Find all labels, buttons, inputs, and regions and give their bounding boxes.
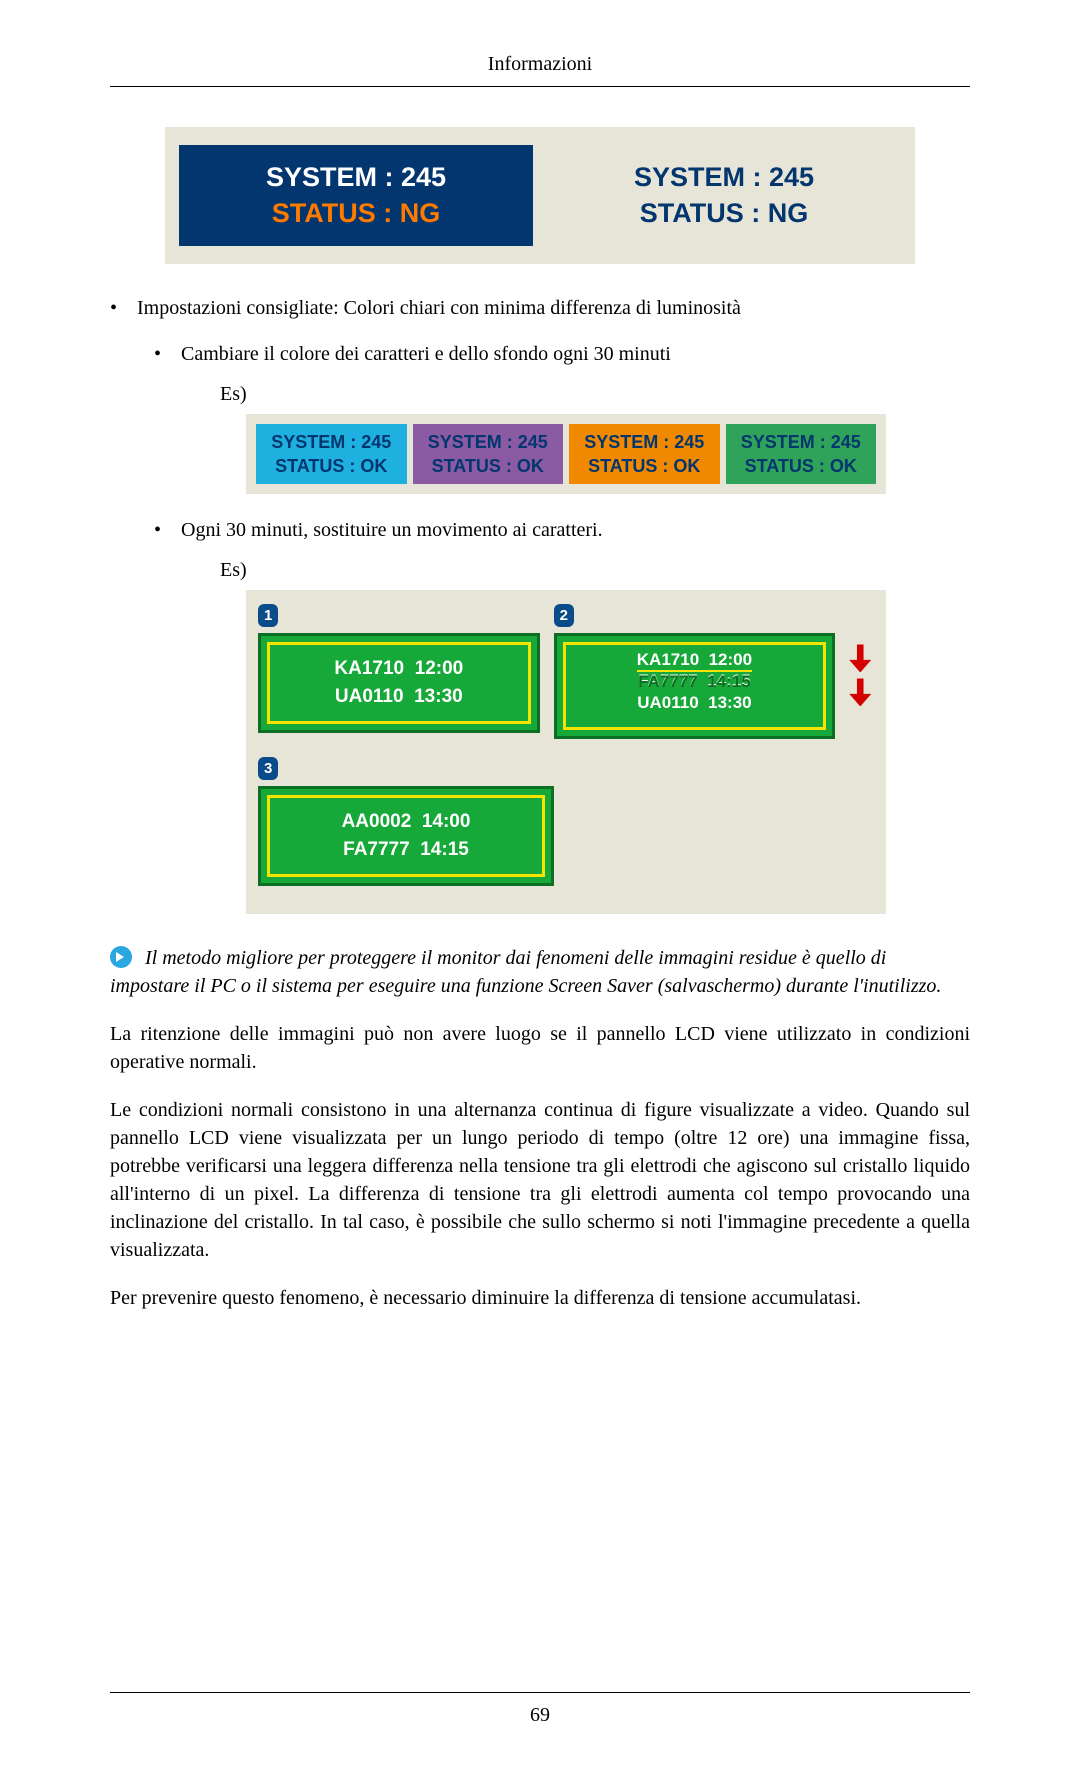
ng-panel-dark: SYSTEM : 245 STATUS : NG [179,145,533,246]
note-block: Il metodo migliore per proteggere il mon… [110,944,970,1000]
badge-2: 2 [554,604,574,627]
arrow-down-icon [849,678,871,706]
paragraph-3: Per prevenire questo fenomeno, è necessa… [110,1284,970,1312]
color-box-1: SYSTEM : 245 STATUS : OK [256,424,407,485]
green-panel-3: 3 AA0002 14:00 FA7777 14:15 [258,753,554,885]
page-header: Informazioni [110,50,970,87]
page-number: 69 [530,1704,550,1726]
note-text: Il metodo migliore per proteggere il mon… [110,947,941,997]
badge-3: 3 [258,757,278,780]
bullet-1: Impostazioni consigliate: Colori chiari … [137,297,741,319]
page-footer: 69 [110,1692,970,1729]
figure-green: 1 KA1710 12:00 UA0110 13:30 2 [246,590,886,913]
color-box-3: SYSTEM : 245 STATUS : OK [569,424,720,485]
green-panel-2: 2 AA0002 14:00 KA1710 12:00 FA7777 14:15… [554,600,836,739]
paragraph-1: La ritenzione delle immagini può non ave… [110,1020,970,1076]
ng-right-line1: SYSTEM : 245 [551,159,897,195]
badge-1: 1 [258,604,278,627]
arrow-indicators [849,600,874,712]
ng-panel-light: SYSTEM : 245 STATUS : NG [547,145,901,246]
bullet-list: Impostazioni consigliate: Colori chiari … [110,294,970,914]
ng-left-line1: SYSTEM : 245 [183,159,529,195]
header-title: Informazioni [488,53,592,75]
figure-ng: SYSTEM : 245 STATUS : NG SYSTEM : 245 ST… [165,127,915,264]
bullet-2: Ogni 30 minuti, sostituire un movimento … [181,519,603,541]
example-label-2: Es) [220,556,970,584]
ng-left-line2: STATUS : NG [183,195,529,231]
color-box-2: SYSTEM : 245 STATUS : OK [413,424,564,485]
ng-right-line2: STATUS : NG [551,195,897,231]
arrow-right-circle-icon [110,946,132,968]
paragraph-2: Le condizioni normali consistono in una … [110,1096,970,1264]
color-box-4: SYSTEM : 245 STATUS : OK [726,424,877,485]
bullet-1a: Cambiare il colore dei caratteri e dello… [181,343,671,365]
example-label-1: Es) [220,380,970,408]
figure-colors: SYSTEM : 245 STATUS : OK SYSTEM : 245 ST… [246,414,886,495]
arrow-down-icon [849,644,871,672]
green-panel-1: 1 KA1710 12:00 UA0110 13:30 [258,600,540,732]
